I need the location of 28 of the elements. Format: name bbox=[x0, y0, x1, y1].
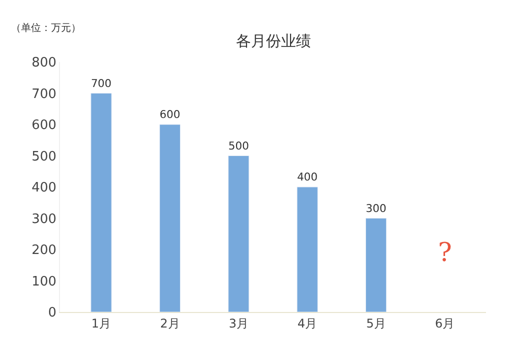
data-label: 600 bbox=[160, 108, 180, 122]
y-tick-label: 700 bbox=[32, 86, 56, 102]
y-tick-label: 800 bbox=[32, 56, 56, 71]
y-tick-label: 200 bbox=[32, 243, 56, 258]
y-tick-label: 0 bbox=[48, 306, 56, 321]
data-label: 400 bbox=[297, 170, 318, 184]
y-tick-label: 500 bbox=[32, 149, 56, 164]
data-label: 700 bbox=[90, 76, 112, 90]
data-label: 500 bbox=[228, 139, 250, 152]
bar bbox=[296, 186, 318, 312]
x-tick-label: 2月 bbox=[160, 316, 180, 330]
x-tick-label: 1月 bbox=[91, 316, 112, 330]
x-tick-label: 5月 bbox=[366, 316, 386, 330]
chart-title: 各月份业绩 bbox=[236, 32, 311, 50]
data-label: 300 bbox=[366, 202, 386, 215]
y-tick-label: 300 bbox=[32, 212, 56, 227]
x-tick-label: 6月 bbox=[434, 316, 455, 330]
bar bbox=[90, 93, 112, 312]
x-tick-label: 4月 bbox=[298, 316, 318, 330]
bar bbox=[366, 218, 387, 312]
y-tick-label: 600 bbox=[32, 118, 56, 134]
y-tick-label: 100 bbox=[32, 274, 56, 290]
bar bbox=[159, 124, 180, 312]
x-tick-label: 3月 bbox=[228, 316, 248, 330]
y-tick-label: 400 bbox=[32, 180, 56, 196]
text: （单位：万元） bbox=[11, 22, 81, 34]
annotation: ? bbox=[438, 238, 452, 268]
bar bbox=[228, 156, 250, 312]
